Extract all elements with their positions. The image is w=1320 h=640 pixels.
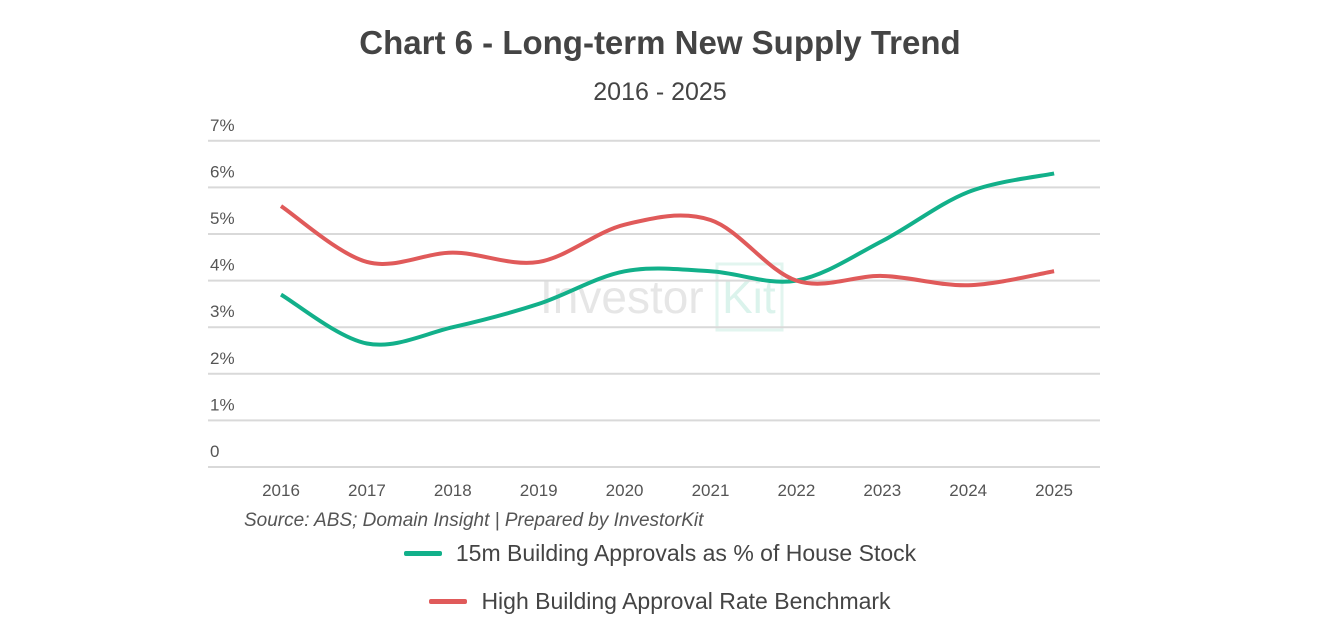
chart-title: Chart 6 - Long-term New Supply Trend (359, 24, 961, 61)
legend-item-benchmark: High Building Approval Rate Benchmark (0, 588, 1320, 615)
legend-item-approvals: 15m Building Approvals as % of House Sto… (0, 540, 1320, 567)
y-tick-label: 3% (210, 302, 235, 321)
legend-label: 15m Building Approvals as % of House Sto… (455, 540, 917, 566)
y-tick-label: 5% (210, 209, 235, 228)
y-tick-label: 2% (210, 349, 235, 368)
y-tick-label: 7% (210, 116, 235, 135)
x-tick-label: 2025 (1035, 481, 1073, 500)
y-tick-label: 4% (210, 256, 235, 275)
investorkit-watermark-logo: Investor Kit (540, 262, 784, 332)
x-tick-label: 2020 (606, 481, 644, 500)
y-tick-label: 1% (210, 395, 235, 414)
legend-swatch (403, 551, 442, 556)
x-tick-label: 2016 (262, 481, 300, 500)
x-tick-label: 2021 (692, 481, 730, 500)
x-tick-label: 2024 (949, 481, 987, 500)
y-tick-label: 0 (210, 442, 219, 461)
legend-label: High Building Approval Rate Benchmark (481, 588, 891, 614)
chart-subtitle: 2016 - 2025 (593, 78, 727, 106)
series-line-1 (279, 204, 1055, 288)
x-tick-label: 2023 (863, 481, 901, 500)
x-tick-label: 2017 (348, 481, 386, 500)
x-tick-label: 2018 (434, 481, 472, 500)
series-line-0 (279, 171, 1055, 347)
x-tick-label: 2022 (777, 481, 815, 500)
source-note: Source: ABS; Domain Insight | Prepared b… (244, 510, 704, 531)
y-tick-label: 6% (210, 162, 235, 181)
svg-text:Investor: Investor (540, 271, 704, 323)
legend-swatch (429, 599, 468, 604)
x-tick-label: 2019 (520, 481, 558, 500)
